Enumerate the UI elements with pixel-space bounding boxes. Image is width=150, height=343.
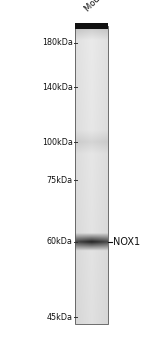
- Text: 60kDa: 60kDa: [47, 237, 73, 246]
- Text: 45kDa: 45kDa: [47, 313, 73, 322]
- Text: NOX1: NOX1: [113, 237, 140, 247]
- Bar: [75, 23, 108, 29]
- Text: 140kDa: 140kDa: [42, 83, 73, 92]
- Bar: [75, 26, 108, 324]
- Text: 75kDa: 75kDa: [47, 176, 73, 185]
- Text: 100kDa: 100kDa: [42, 138, 73, 147]
- Text: 180kDa: 180kDa: [42, 38, 73, 47]
- Text: Mouse liver: Mouse liver: [83, 0, 124, 14]
